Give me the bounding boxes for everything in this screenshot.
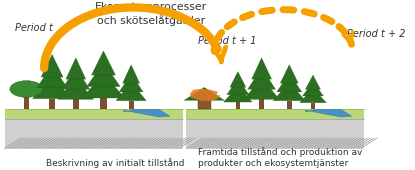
Polygon shape xyxy=(87,62,120,87)
Polygon shape xyxy=(300,89,326,103)
Polygon shape xyxy=(230,72,246,87)
Polygon shape xyxy=(186,109,364,119)
Polygon shape xyxy=(311,103,315,109)
Polygon shape xyxy=(92,51,115,75)
Polygon shape xyxy=(305,75,320,89)
Polygon shape xyxy=(251,58,271,79)
Polygon shape xyxy=(58,78,94,99)
Polygon shape xyxy=(5,109,183,119)
Polygon shape xyxy=(277,73,302,92)
Polygon shape xyxy=(37,65,67,88)
Polygon shape xyxy=(24,96,29,109)
Polygon shape xyxy=(248,68,276,89)
Text: Framtida tillstånd och produktion av
produkter och ekosystemtjänster: Framtida tillstånd och produktion av pro… xyxy=(198,147,363,168)
Ellipse shape xyxy=(10,81,43,97)
Text: Period t + 1: Period t + 1 xyxy=(198,36,257,46)
Polygon shape xyxy=(123,65,139,83)
Ellipse shape xyxy=(196,98,212,100)
Polygon shape xyxy=(236,102,240,109)
Polygon shape xyxy=(32,76,72,99)
Polygon shape xyxy=(124,109,170,117)
Polygon shape xyxy=(190,89,220,101)
Polygon shape xyxy=(73,99,78,109)
Polygon shape xyxy=(66,58,86,79)
Polygon shape xyxy=(244,78,279,99)
Text: Period t: Period t xyxy=(15,23,53,33)
Text: Beskrivning av initialt tillstånd: Beskrivning av initialt tillstånd xyxy=(46,158,185,168)
Polygon shape xyxy=(305,109,352,117)
Polygon shape xyxy=(62,68,90,89)
Polygon shape xyxy=(303,82,323,96)
Polygon shape xyxy=(5,119,183,149)
Polygon shape xyxy=(41,54,63,77)
Polygon shape xyxy=(259,99,264,109)
Polygon shape xyxy=(273,82,305,101)
Text: Period t + 2: Period t + 2 xyxy=(347,29,405,39)
Polygon shape xyxy=(198,99,211,109)
Polygon shape xyxy=(120,73,143,92)
Polygon shape xyxy=(183,87,225,100)
Polygon shape xyxy=(224,87,252,102)
Polygon shape xyxy=(116,82,146,101)
Polygon shape xyxy=(49,99,55,109)
Polygon shape xyxy=(100,98,107,109)
Polygon shape xyxy=(186,119,364,149)
Text: Ekosystemprocesser
och skötselåtgärder: Ekosystemprocesser och skötselåtgärder xyxy=(95,2,207,26)
Polygon shape xyxy=(280,65,298,83)
Polygon shape xyxy=(82,74,125,98)
Polygon shape xyxy=(287,101,292,109)
Polygon shape xyxy=(227,79,249,95)
Polygon shape xyxy=(129,101,134,109)
